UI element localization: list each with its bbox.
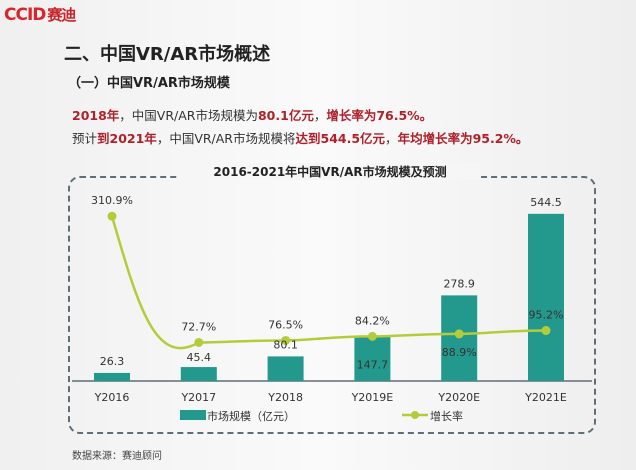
growth-point-Y2019E <box>367 331 377 341</box>
legend-line-marker <box>411 411 419 419</box>
bar-Y2021E <box>528 213 564 381</box>
summary-segment: 增长率为76.5%。 <box>326 108 433 123</box>
legend-bar-swatch <box>180 410 206 420</box>
x-tick-label: Y2017 <box>180 391 216 404</box>
bar-value-label: 26.3 <box>100 355 125 368</box>
chart-title: 2016-2021年中国VR/AR市场规模及预测 <box>180 163 480 180</box>
x-tick-label: Y2019E <box>351 391 394 404</box>
x-tick-label: Y2018 <box>267 391 303 404</box>
growth-value-label: 84.2% <box>355 314 390 327</box>
growth-value-label: 88.9% <box>442 346 477 359</box>
growth-point-Y2018 <box>281 335 291 345</box>
bar-value-label: 80.1 <box>273 338 298 351</box>
summary-segment: 80.1亿元 <box>257 108 314 123</box>
summary-segment: 年均增长率为95.2%。 <box>397 131 529 146</box>
growth-line <box>110 215 547 350</box>
growth-value-label: 95.2% <box>529 309 564 322</box>
summary-segment: ，中国VR/AR市场规模将 <box>156 131 296 146</box>
summary-segment: 到2021年 <box>97 131 157 146</box>
summary-segment: ， <box>313 108 327 123</box>
bar-Y2019E <box>354 335 391 381</box>
section-subtitle: （一）中国VR/AR市场规模 <box>68 76 230 91</box>
data-source: 数据来源：赛迪顾问 <box>72 451 162 462</box>
bar-value-label: 544.5 <box>530 196 562 209</box>
bar-value-label: 147.7 <box>357 359 389 372</box>
legend-line-label: 增长率 <box>430 409 463 423</box>
summary-segment: 2018年 <box>72 108 120 123</box>
growth-value-label: 76.5% <box>268 318 303 331</box>
legend-bar-label: 市场规模（亿元） <box>207 409 295 423</box>
x-tick-label: Y2021E <box>524 391 567 404</box>
growth-value-label: 310.9% <box>91 194 133 207</box>
summary-segment: ，中国VR/AR市场规模为 <box>119 108 258 123</box>
growth-point-Y2021E <box>541 326 551 336</box>
growth-point-Y2020E <box>454 329 464 339</box>
x-tick-label: Y2016 <box>94 391 130 404</box>
bar-Y2016 <box>94 372 130 381</box>
summary-segment: ， <box>385 131 398 146</box>
bar-value-label: 45.4 <box>187 351 212 364</box>
growth-value-label: 72.7% <box>181 320 216 333</box>
summary-segment: 预计 <box>72 131 98 146</box>
growth-point-Y2016 <box>107 211 117 221</box>
bar-value-label: 278.9 <box>443 277 475 290</box>
page-title: 二、中国VR/AR市场概述 <box>64 44 271 65</box>
summary-line-1: 2018年，中国VR/AR市场规模为80.1亿元，增长率为76.5%。 <box>72 105 432 124</box>
growth-point-Y2017 <box>194 337 204 347</box>
logo: CCID 赛迪 <box>4 5 76 25</box>
summary-segment: 达到544.5亿元 <box>295 131 386 146</box>
x-tick-label: Y2020E <box>437 391 480 404</box>
bar-Y2017 <box>180 367 217 381</box>
bar-Y2018 <box>267 356 304 381</box>
summary-line-2: 预计到2021年，中国VR/AR市场规模将达到544.5亿元，年均增长率为95.… <box>72 128 528 147</box>
